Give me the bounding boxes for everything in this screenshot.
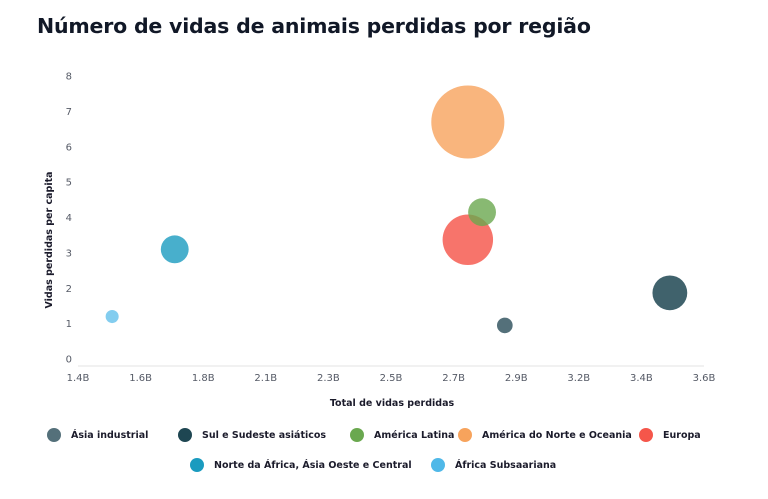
legend-swatch (639, 428, 653, 442)
bubble[interactable] (468, 198, 496, 227)
legend-label: América Latina (374, 429, 455, 441)
x-tick-label: 2.1B (254, 373, 277, 384)
y-tick-label: 5 (66, 178, 72, 189)
x-tick-label: 1.8B (192, 373, 215, 384)
x-tick-label: 1.4B (67, 373, 90, 384)
y-tick-label: 4 (66, 213, 72, 224)
y-axis-label: Vidas perdidas per capita (44, 171, 55, 308)
x-axis-ticks: 1.4B 1.6B 1.8B 2.1B 2.3B 2.5B 2.7B 2.9B 3.2B 3.4B… (67, 373, 716, 384)
legend-swatch (431, 458, 445, 472)
legend-label: Europa (663, 429, 701, 441)
x-tick-label: 2.9B (505, 373, 528, 384)
legend-swatch (458, 428, 472, 442)
bubble[interactable] (442, 214, 494, 266)
legend-label: Sul e Sudeste asiáticos (202, 429, 327, 441)
bubble[interactable] (652, 275, 688, 311)
y-tick-label: 8 (66, 72, 72, 83)
legend-swatch (178, 428, 192, 442)
legend-item[interactable]: Europa (639, 428, 701, 442)
x-tick-label: 3.2B (567, 373, 590, 384)
legend-item[interactable]: Ásia industrial (47, 428, 148, 442)
x-axis-label: Total de vidas perdidas (330, 398, 455, 409)
bubble[interactable] (160, 235, 189, 264)
bubble[interactable] (431, 85, 505, 159)
chart-title: Número de vidas de animais perdidas por … (37, 14, 591, 38)
legend-swatch (350, 428, 364, 442)
x-tick-label: 2.3B (317, 373, 340, 384)
legend-swatch (47, 428, 61, 442)
bubble[interactable] (496, 317, 513, 334)
legend-item[interactable]: Norte da África, Ásia Oeste e Central (190, 458, 412, 472)
y-tick-label: 6 (66, 142, 72, 153)
legend-item[interactable]: América Latina (350, 428, 454, 442)
legend-label: Ásia industrial (71, 429, 149, 441)
legend-item[interactable]: África Subsaariana (431, 458, 556, 472)
y-tick-label: 2 (66, 284, 72, 295)
legend-label: América do Norte e Oceania (482, 429, 632, 441)
bubbles (105, 85, 688, 334)
y-axis-ticks: 0 1 2 3 4 5 6 7 8 (66, 72, 72, 366)
legend-item[interactable]: Sul e Sudeste asiáticos (178, 428, 326, 442)
y-tick-label: 7 (66, 107, 72, 118)
x-tick-label: 1.6B (129, 373, 152, 384)
y-tick-label: 3 (66, 248, 72, 259)
legend-item[interactable]: América do Norte e Oceania (458, 428, 632, 442)
legend-label: Norte da África, Ásia Oeste e Central (214, 459, 412, 471)
y-tick-label: 1 (66, 319, 72, 330)
x-tick-label: 3.4B (630, 373, 653, 384)
x-tick-label: 3.6B (693, 373, 716, 384)
bubble-chart: 0 1 2 3 4 5 6 7 8 1.4B 1.6B 1.8B 2.1B 2.3B 2.5B 2.7B 2.… (44, 72, 716, 410)
legend-label: África Subsaariana (455, 459, 557, 471)
y-tick-label: 0 (66, 355, 72, 366)
legend-swatch (190, 458, 204, 472)
bubble[interactable] (105, 310, 119, 324)
x-tick-label: 2.7B (442, 373, 465, 384)
x-tick-label: 2.5B (380, 373, 403, 384)
